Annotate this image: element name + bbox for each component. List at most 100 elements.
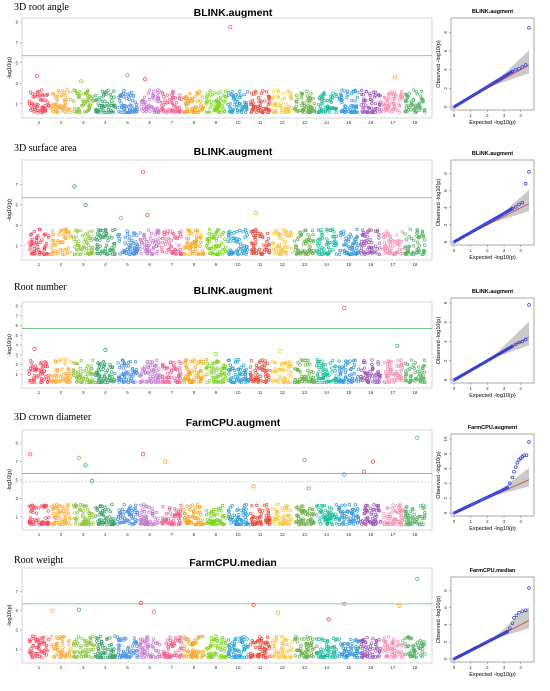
snp-point [160, 101, 164, 105]
snp-point [91, 635, 95, 639]
snp-point [204, 101, 208, 106]
chromosome-points-11 [248, 89, 272, 115]
snp-point [51, 92, 55, 96]
chromosome-tick-label: 12 [280, 120, 286, 125]
snp-point [360, 522, 364, 526]
chromosome-points-6 [138, 358, 162, 385]
snp-point [40, 88, 44, 92]
snp-point [127, 235, 131, 239]
qq-x-tick-label: 1 [469, 519, 472, 524]
snp-point [343, 104, 348, 108]
snp-point [62, 227, 67, 231]
snp-point [221, 248, 225, 252]
snp-point [287, 108, 291, 113]
snp-point [362, 243, 367, 247]
chromosome-points-11 [249, 228, 272, 257]
qq-y-axis-label: Observed -log10(p) [436, 451, 442, 499]
snp-point [370, 358, 374, 362]
snp-point [178, 370, 182, 374]
snp-point [169, 238, 173, 242]
snp-point [33, 364, 38, 368]
snp-point [340, 100, 344, 105]
chromosome-points-12 [271, 227, 294, 257]
snp-point [377, 252, 381, 256]
snp-point [163, 98, 167, 102]
chromosome-points-15 [338, 227, 361, 257]
snp-point [150, 360, 155, 364]
snp-point [340, 88, 344, 92]
chromosome-points-12 [270, 502, 294, 527]
y-tick-label: 1 [15, 101, 18, 106]
snp-point [184, 96, 188, 100]
snp-point [334, 252, 339, 256]
qq-x-tick-label: 4 [519, 113, 522, 118]
snp-point [121, 91, 125, 95]
qq-x-axis-label: Expected -log10(p) [469, 393, 516, 399]
snp-point [356, 367, 360, 371]
snp-point [110, 245, 114, 250]
snp-point [106, 508, 110, 512]
snp-point [107, 105, 111, 109]
snp-point [191, 359, 195, 363]
snp-point [30, 360, 34, 365]
snp-point [103, 247, 107, 251]
significant-snp-point [415, 435, 420, 440]
trait-label: 3D root angle [14, 2, 70, 13]
snp-point [56, 359, 60, 363]
snp-point [132, 252, 137, 256]
snp-point [305, 94, 310, 98]
snp-point [164, 641, 168, 646]
snp-point [73, 522, 77, 526]
snp-point [279, 106, 284, 110]
snp-point [409, 236, 413, 240]
snp-point [284, 250, 288, 255]
snp-point [271, 378, 275, 382]
qq-frame [450, 17, 535, 111]
snp-point [290, 106, 294, 110]
chromosome-tick-label: 8 [193, 262, 196, 267]
qq-x-tick-label: 0 [453, 386, 456, 391]
chromosome-points-9 [204, 358, 227, 385]
snp-point [58, 229, 63, 233]
snp-point [191, 96, 195, 100]
snp-point [148, 374, 152, 379]
snp-point [333, 106, 338, 110]
chromosome-tick-label: 7 [170, 390, 173, 395]
snp-point [128, 250, 133, 254]
snp-point [417, 244, 421, 248]
snp-point [343, 110, 347, 115]
snp-point [64, 372, 68, 376]
snp-point [130, 367, 135, 371]
snp-point [36, 94, 40, 99]
snp-point [235, 102, 239, 106]
snp-point [142, 233, 146, 238]
snp-point [239, 365, 243, 369]
snp-point [400, 366, 405, 370]
snp-point [276, 88, 280, 92]
snp-point [207, 227, 212, 232]
snp-point [391, 107, 396, 112]
qq-x-tick-label: 4 [519, 248, 522, 253]
snp-point [275, 244, 280, 248]
snp-point [304, 228, 308, 232]
snp-point [51, 240, 55, 244]
snp-point [393, 97, 397, 101]
snp-point [325, 229, 329, 233]
snp-point [165, 101, 170, 105]
snp-point [100, 380, 104, 385]
snp-point [51, 248, 55, 253]
chromosome-points-16 [359, 88, 382, 115]
snp-point [40, 110, 45, 115]
snp-point [113, 371, 117, 376]
snp-point [249, 230, 253, 234]
snp-point [355, 246, 359, 250]
snp-point [200, 107, 205, 112]
snp-point [117, 366, 122, 370]
snp-point [155, 368, 159, 373]
snp-point [418, 94, 423, 98]
snp-point [235, 108, 240, 113]
snp-point [235, 240, 239, 244]
snp-point [195, 230, 200, 234]
snp-point [389, 235, 393, 239]
snp-point [195, 503, 200, 507]
